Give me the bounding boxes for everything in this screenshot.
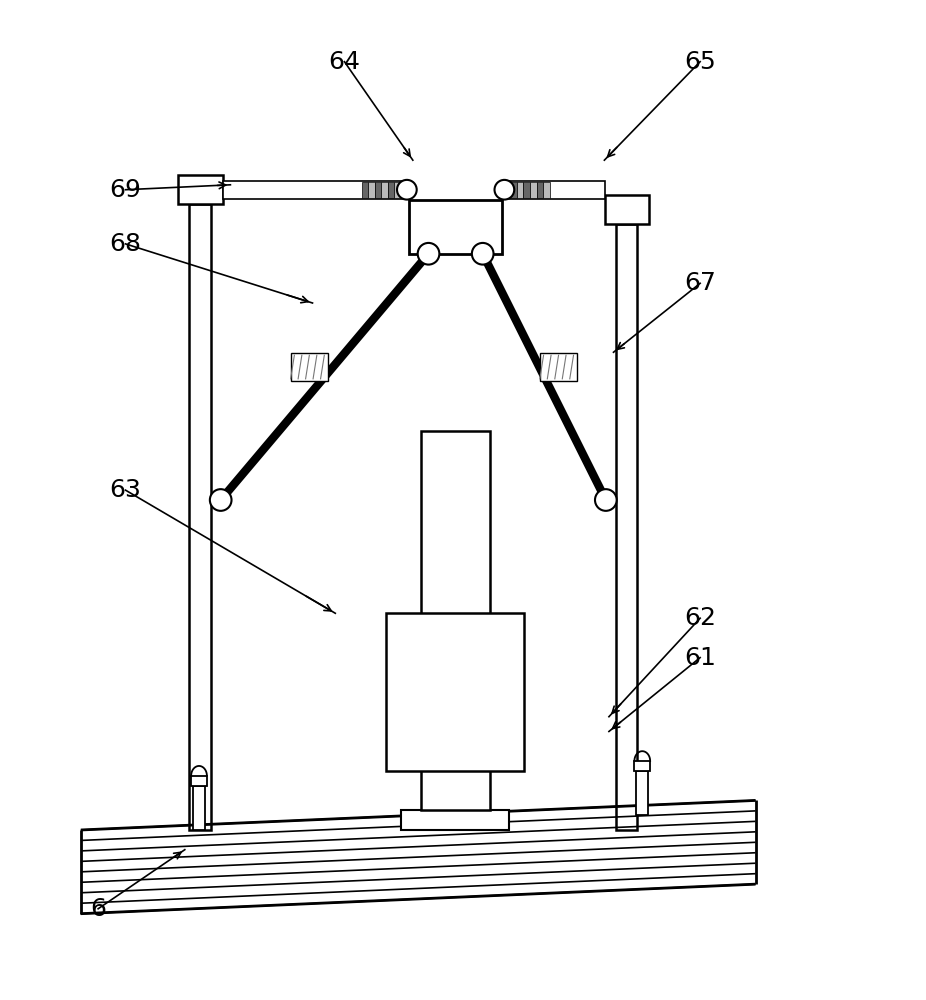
Bar — [616, 224, 637, 830]
Bar — [420, 431, 490, 810]
Circle shape — [210, 489, 232, 511]
Text: 61: 61 — [684, 646, 716, 670]
Text: 64: 64 — [329, 50, 360, 74]
Bar — [605, 195, 649, 224]
Text: 67: 67 — [684, 271, 716, 295]
Bar — [361, 182, 369, 198]
Bar — [388, 182, 394, 198]
Text: 69: 69 — [109, 178, 142, 202]
Bar — [408, 200, 503, 254]
Bar — [517, 182, 523, 198]
Circle shape — [397, 180, 417, 200]
Bar — [401, 810, 509, 830]
Bar — [503, 181, 605, 199]
Circle shape — [418, 243, 439, 265]
Bar — [179, 175, 222, 204]
Bar — [636, 771, 648, 815]
Bar — [382, 182, 388, 198]
Bar — [540, 353, 577, 381]
Text: 62: 62 — [684, 606, 716, 630]
Bar — [510, 182, 517, 198]
Bar — [375, 182, 382, 198]
Bar — [523, 182, 530, 198]
Text: 68: 68 — [109, 232, 142, 256]
Text: 63: 63 — [109, 478, 142, 502]
Bar — [544, 182, 550, 198]
Bar — [634, 761, 650, 771]
Bar — [189, 204, 211, 830]
Bar — [291, 353, 328, 381]
Circle shape — [472, 243, 494, 265]
Bar — [394, 182, 401, 198]
Bar — [222, 181, 408, 199]
Circle shape — [494, 180, 514, 200]
Bar — [369, 182, 375, 198]
Bar — [530, 182, 536, 198]
Text: 65: 65 — [684, 50, 716, 74]
Circle shape — [595, 489, 617, 511]
Bar — [191, 776, 206, 786]
Bar — [194, 786, 205, 830]
Bar — [386, 613, 524, 771]
Text: 6: 6 — [90, 897, 106, 921]
Bar — [536, 182, 544, 198]
